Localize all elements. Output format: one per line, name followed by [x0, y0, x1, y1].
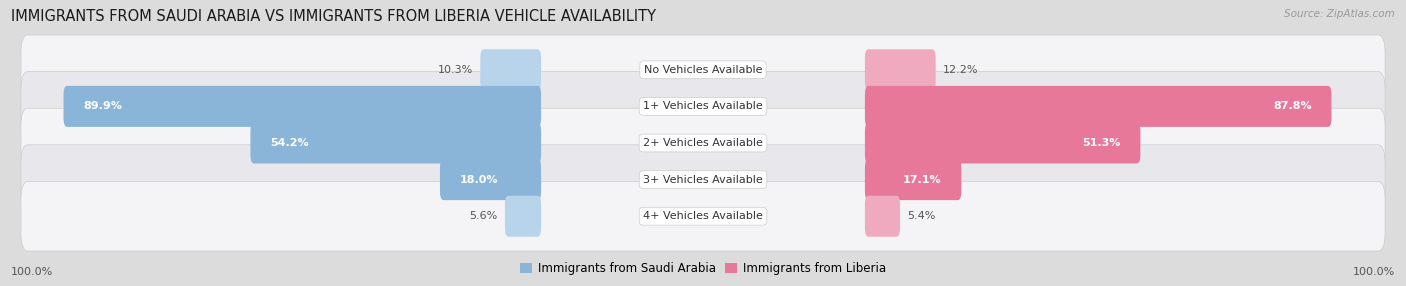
Text: IMMIGRANTS FROM SAUDI ARABIA VS IMMIGRANTS FROM LIBERIA VEHICLE AVAILABILITY: IMMIGRANTS FROM SAUDI ARABIA VS IMMIGRAN… [11, 9, 657, 23]
FancyBboxPatch shape [481, 49, 541, 90]
FancyBboxPatch shape [505, 196, 541, 237]
Legend: Immigrants from Saudi Arabia, Immigrants from Liberia: Immigrants from Saudi Arabia, Immigrants… [515, 257, 891, 280]
FancyBboxPatch shape [63, 86, 541, 127]
Text: 2+ Vehicles Available: 2+ Vehicles Available [643, 138, 763, 148]
Text: 18.0%: 18.0% [460, 175, 499, 184]
FancyBboxPatch shape [440, 159, 541, 200]
Text: 51.3%: 51.3% [1083, 138, 1121, 148]
Text: 5.6%: 5.6% [470, 211, 498, 221]
Text: No Vehicles Available: No Vehicles Available [644, 65, 762, 75]
FancyBboxPatch shape [865, 122, 1140, 164]
FancyBboxPatch shape [21, 145, 1385, 214]
Text: 87.8%: 87.8% [1272, 102, 1312, 111]
Text: 1+ Vehicles Available: 1+ Vehicles Available [643, 102, 763, 111]
Text: 89.9%: 89.9% [83, 102, 122, 111]
FancyBboxPatch shape [250, 122, 541, 164]
FancyBboxPatch shape [865, 159, 962, 200]
Text: 4+ Vehicles Available: 4+ Vehicles Available [643, 211, 763, 221]
Text: 5.4%: 5.4% [908, 211, 936, 221]
FancyBboxPatch shape [865, 49, 935, 90]
Text: 3+ Vehicles Available: 3+ Vehicles Available [643, 175, 763, 184]
Text: 100.0%: 100.0% [1353, 267, 1395, 277]
Text: 17.1%: 17.1% [903, 175, 942, 184]
Text: Source: ZipAtlas.com: Source: ZipAtlas.com [1284, 9, 1395, 19]
FancyBboxPatch shape [21, 35, 1385, 105]
FancyBboxPatch shape [21, 108, 1385, 178]
Text: 12.2%: 12.2% [943, 65, 979, 75]
Text: 10.3%: 10.3% [437, 65, 472, 75]
FancyBboxPatch shape [865, 86, 1331, 127]
FancyBboxPatch shape [21, 181, 1385, 251]
FancyBboxPatch shape [21, 72, 1385, 141]
Text: 54.2%: 54.2% [270, 138, 309, 148]
Text: 100.0%: 100.0% [11, 267, 53, 277]
FancyBboxPatch shape [865, 196, 900, 237]
